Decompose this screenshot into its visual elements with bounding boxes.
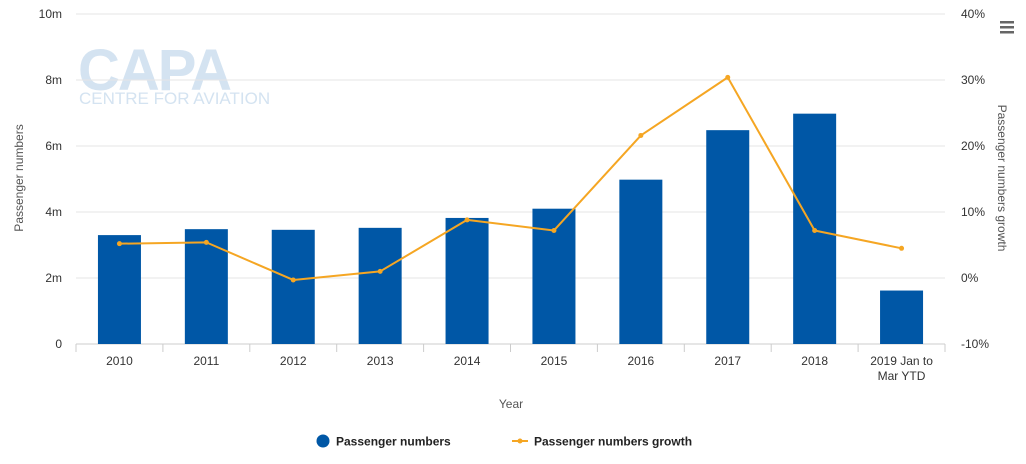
x-tick-label: 2013 bbox=[367, 354, 394, 368]
y2-tick-label: 20% bbox=[961, 139, 985, 153]
y2-tick-label: 0% bbox=[961, 271, 979, 285]
bar-2017[interactable] bbox=[706, 130, 750, 344]
logo-watermark: CAPA CENTRE FOR AVIATION bbox=[78, 38, 270, 108]
bar-2010[interactable] bbox=[97, 235, 141, 344]
y-tick-label: 2m bbox=[45, 271, 62, 285]
legend-item-passenger-numbers-growth[interactable]: Passenger numbers growth bbox=[512, 435, 692, 449]
hamburger-menu-icon bbox=[1000, 21, 1014, 34]
bar-2019[interactable] bbox=[880, 290, 924, 344]
legend-bar-marker-icon bbox=[316, 434, 330, 448]
legend-line-dot-icon bbox=[517, 438, 523, 444]
y2-tick-label: 30% bbox=[961, 73, 985, 87]
legend-line-label: Passenger numbers growth bbox=[534, 435, 692, 449]
logo-main-text: CAPA bbox=[78, 38, 231, 103]
growth-point-2012[interactable] bbox=[290, 277, 296, 283]
growth-point-2016[interactable] bbox=[638, 132, 644, 138]
y-tick-label: 6m bbox=[45, 139, 62, 153]
growth-point-2011[interactable] bbox=[203, 239, 209, 245]
bar-2014[interactable] bbox=[445, 217, 489, 344]
growth-point-2010[interactable] bbox=[116, 241, 122, 247]
legend-item-passenger-numbers[interactable]: Passenger numbers bbox=[316, 434, 452, 449]
growth-point-2013[interactable] bbox=[377, 268, 383, 274]
y-tick-label: 4m bbox=[45, 205, 62, 219]
x-tick-label: 2017 bbox=[714, 354, 741, 368]
growth-point-2019[interactable] bbox=[899, 245, 905, 251]
logo-sub-text: CENTRE FOR AVIATION bbox=[79, 89, 270, 108]
x-tick-label: 2016 bbox=[627, 354, 654, 368]
x-tick-label: 2015 bbox=[541, 354, 568, 368]
growth-line bbox=[119, 76, 902, 281]
x-tick-label: 2019 Jan to Mar YTD bbox=[870, 354, 933, 383]
y-tick-label: 8m bbox=[45, 73, 62, 87]
growth-point-2017[interactable] bbox=[725, 74, 731, 80]
y-axis-title: Passenger numbers bbox=[12, 124, 26, 231]
x-tick-label: 2012 bbox=[280, 354, 307, 368]
y2-axis-title: Passenger numbers growth bbox=[995, 105, 1009, 252]
growth-point-2018[interactable] bbox=[812, 227, 818, 233]
x-tick-label: 2018 bbox=[801, 354, 828, 368]
y-tick-label: 10m bbox=[39, 7, 62, 21]
legend: Passenger numbers Passenger numbers grow… bbox=[316, 434, 692, 449]
y2-tick-label: -10% bbox=[961, 337, 989, 351]
axes: 0 2m 4m 6m 8m 10m -10% 0% 10% 20% 30% 40% 2010 2011 20… bbox=[39, 7, 990, 383]
line-series bbox=[116, 74, 905, 283]
growth-point-2015[interactable] bbox=[551, 227, 557, 233]
legend-bar-label: Passenger numbers bbox=[336, 435, 451, 449]
growth-point-2014[interactable] bbox=[464, 217, 470, 223]
bar-2016[interactable] bbox=[619, 179, 663, 344]
bar-2011[interactable] bbox=[184, 229, 228, 344]
chart-menu-button[interactable] bbox=[996, 16, 1018, 38]
y2-tick-label: 10% bbox=[961, 205, 985, 219]
x-axis-title: Year bbox=[499, 397, 523, 411]
y-tick-label: 0 bbox=[55, 337, 62, 351]
x-tick-label: 2011 bbox=[193, 354, 219, 368]
bar-series bbox=[97, 113, 924, 344]
x-tick-label: 2014 bbox=[454, 354, 481, 368]
bar-2012[interactable] bbox=[271, 229, 315, 344]
bar-2013[interactable] bbox=[358, 227, 402, 344]
x-tick-label: 2010 bbox=[106, 354, 133, 368]
y2-tick-label: 40% bbox=[961, 7, 985, 21]
